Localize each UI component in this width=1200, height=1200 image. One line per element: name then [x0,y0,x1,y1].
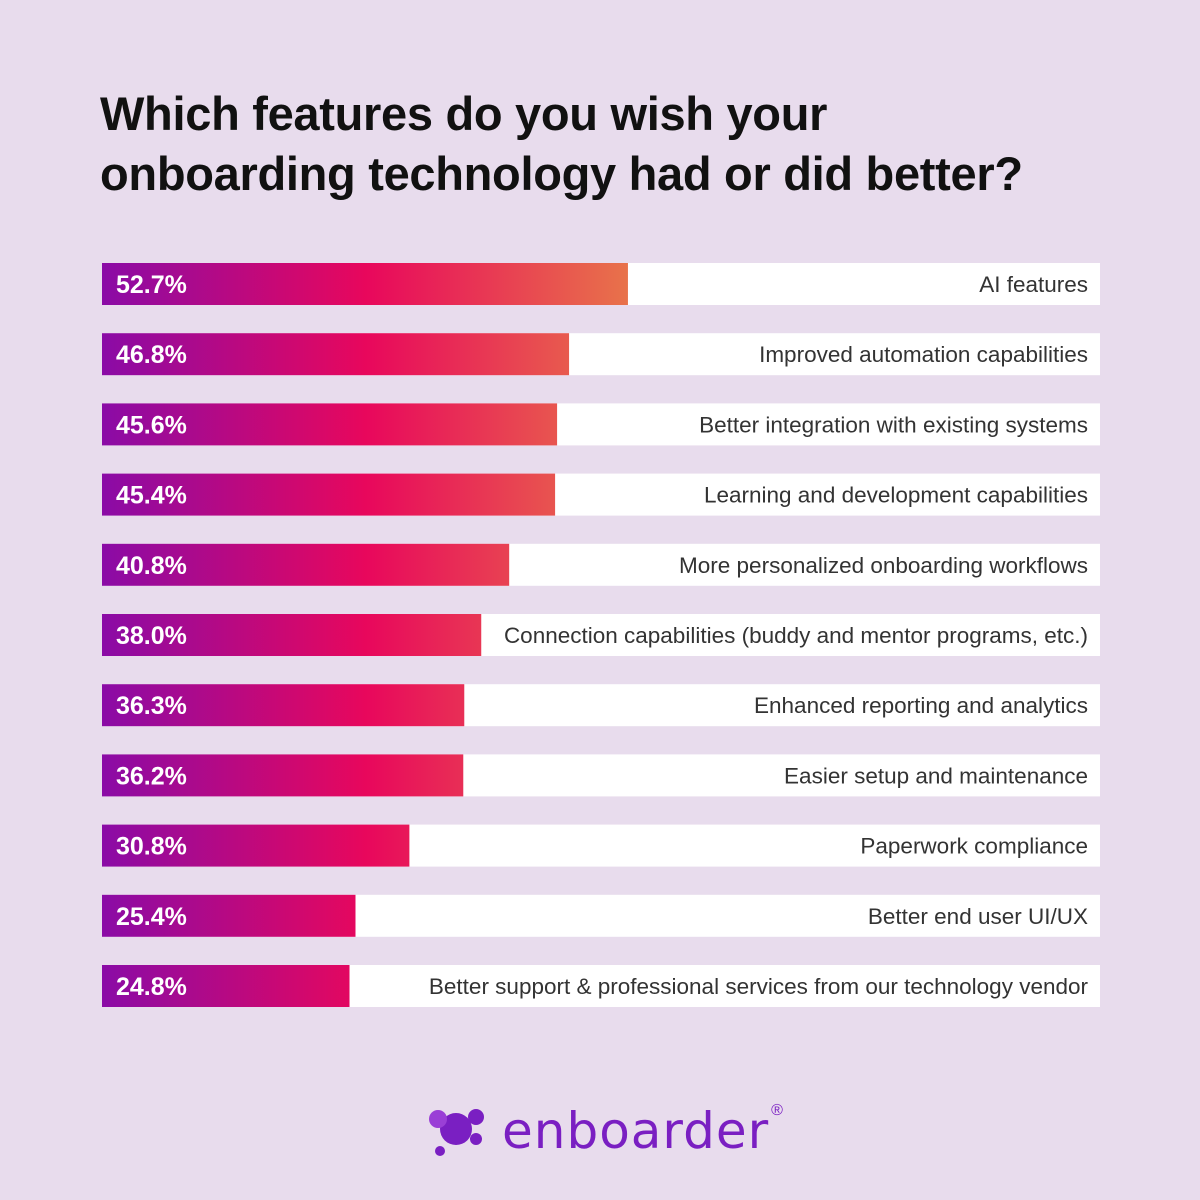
bar-value-label: 25.4% [116,903,187,931]
bar-value-label: 45.4% [116,482,187,510]
enboarder-logo-icon [429,1109,484,1156]
bar-row: 36.2% Easier setup and maintenance [102,754,1100,797]
bar-value-label: 40.8% [116,552,187,580]
bar-category-label: Paperwork compliance [860,834,1088,859]
bar [102,754,464,797]
bar-row: 24.8% Better support & professional servi… [102,965,1100,1007]
bar-value-label: 46.8% [116,341,187,369]
bar-row: 36.3% Enhanced reporting and analytics [102,684,1100,727]
bar-value-label: 45.6% [116,411,187,439]
bar-row: 30.8% Paperwork compliance [102,824,1100,867]
bar-value-label: 52.7% [116,271,187,299]
bar-row: 52.7% AI features [102,263,1100,305]
bar-category-label: Improved automation capabilities [759,342,1088,367]
bar [102,333,570,376]
bar-row: 38.0% Connection capabilities (buddy and … [102,614,1100,656]
bar-category-label: Better end user UI/UX [868,904,1088,929]
bar [102,263,628,305]
bar [102,965,350,1007]
bar [102,614,482,656]
bar-row: 45.4% Learning and development capabiliti… [102,473,1100,516]
bar-row: 45.6% Better integration with existing sy… [102,403,1100,446]
bar-value-label: 36.3% [116,692,187,720]
bar-value-label: 24.8% [116,973,187,1001]
bar [102,473,556,516]
bar-category-label: Connection capabilities (buddy and mento… [504,623,1088,648]
bar-category-label: Easier setup and maintenance [784,763,1088,788]
logo-wordmark: enboarder [502,1102,770,1160]
bar-value-label: 30.8% [116,833,187,861]
chart-title: Which features do you wish your onboardi… [100,84,1120,204]
bars-group: 52.7% AI features 46.8% Improved automation… [102,263,1100,1007]
bar [102,403,558,446]
bar-category-label: Learning and development capabilities [704,483,1088,508]
bar-category-label: Better support & professional services f… [429,974,1089,999]
bar-row: 25.4% Better end user UI/UX [102,894,1100,937]
bar-value-label: 36.2% [116,762,187,790]
chart-title-line-2: onboarding technology had or did better? [100,147,1023,200]
bar-row: 40.8% More personalized onboarding workfl… [102,543,1100,586]
bar-row: 46.8% Improved automation capabilities [102,333,1100,376]
bar-value-label: 38.0% [116,622,187,650]
bar [102,543,510,586]
bar [102,824,410,867]
logo-registered-mark: ® [771,1102,783,1119]
chart-title-line-1: Which features do you wish your [100,87,828,140]
bar-category-label: AI features [979,272,1088,297]
enboarder-logo: enboarder ® [426,1096,783,1166]
bar-category-label: Enhanced reporting and analytics [754,693,1088,718]
bar [102,894,356,937]
bar-category-label: Better integration with existing systems [699,412,1088,437]
bar-category-label: More personalized onboarding workflows [679,553,1088,578]
bar [102,684,465,727]
